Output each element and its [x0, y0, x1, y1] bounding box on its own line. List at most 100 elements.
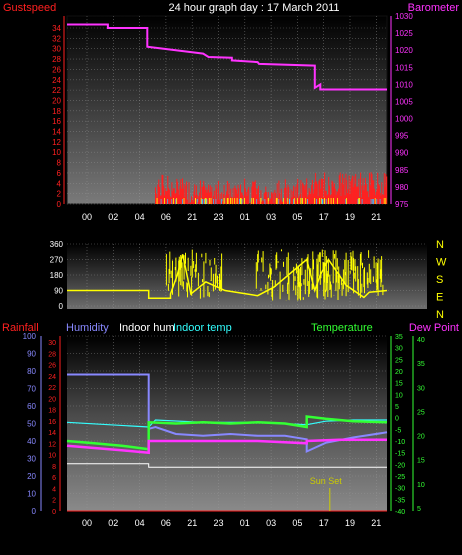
temp-tick-label: -30: [395, 486, 405, 493]
gust-tick-label: 10: [52, 148, 61, 157]
x-tick-label-bottom: 04: [135, 518, 145, 528]
humidity-tick-label: 90: [27, 350, 36, 359]
x-tick-label-top: 21: [187, 212, 197, 222]
temp-tick-label: -35: [395, 497, 405, 504]
baro-tick-label: 1020: [395, 46, 413, 55]
rain-tick-label: 14: [48, 430, 56, 437]
compass-label: S: [436, 274, 443, 286]
temperature-axis-label: Temperature: [311, 322, 373, 334]
dew-tick-label: 30: [417, 385, 425, 392]
rain-tick-label: 2: [52, 498, 56, 505]
barometer-series-line: [67, 23, 387, 91]
axes: 0000020204040606212123230101030305051717…: [23, 12, 447, 528]
x-tick-label-bottom: 21: [371, 518, 381, 528]
rainfall-axis-label: Rainfall: [2, 322, 39, 334]
direction-tick-label: 270: [50, 256, 64, 265]
humidity-tick-label: 50: [27, 420, 36, 429]
compass-label: N: [436, 239, 444, 251]
humidity-tick-label: 30: [27, 455, 36, 464]
temperature-series-line: [66, 415, 388, 451]
gust-tick-label: 12: [52, 138, 61, 147]
rain-tick-label: 6: [52, 475, 56, 482]
gust-tick-label: 0: [57, 200, 62, 209]
gust-tick-label: 16: [52, 117, 61, 126]
gust-tick-label: 18: [52, 107, 61, 116]
x-tick-label-bottom: 19: [345, 518, 355, 528]
x-tick-label-top: 21: [371, 212, 381, 222]
x-tick-label-top: 06: [161, 212, 171, 222]
humidity-tick-label: 10: [27, 490, 36, 499]
rain-tick-label: 10: [48, 453, 56, 460]
temp-tick-label: 20: [395, 369, 403, 376]
humidity-axis-label: Humidity: [66, 322, 109, 334]
baro-tick-label: 980: [395, 183, 409, 192]
temp-tick-label: 0: [395, 416, 399, 423]
wind-direction-spikes: [165, 249, 384, 301]
baro-tick-label: 975: [395, 200, 409, 209]
indoor-hum-series-line: [67, 463, 387, 468]
x-tick-label-bottom: 17: [319, 518, 329, 528]
x-tick-label-top: 23: [213, 212, 223, 222]
temp-tick-label: -10: [395, 439, 405, 446]
temp-tick-label: 5: [395, 404, 399, 411]
rain-tick-label: 4: [52, 486, 56, 493]
baro-tick-label: 1015: [395, 63, 413, 72]
gust-tick-label: 8: [57, 159, 62, 168]
baro-tick-label: 1025: [395, 29, 413, 38]
baro-tick-label: 1010: [395, 80, 413, 89]
gust-tick-label: 22: [52, 86, 61, 95]
x-tick-label-bottom: 23: [213, 518, 223, 528]
dew-tick-label: 20: [417, 434, 425, 441]
gust-tick-label: 14: [52, 128, 61, 137]
baro-tick-label: 1000: [395, 115, 413, 124]
compass-label: E: [436, 292, 443, 304]
gust-tick-label: 28: [52, 55, 61, 64]
dew-tick-label: 15: [417, 458, 425, 465]
direction-tick-label: 180: [50, 271, 64, 280]
gustspeed-series: [155, 172, 388, 204]
x-tick-label-top: 19: [345, 212, 355, 222]
gust-tick-label: 2: [57, 190, 62, 199]
data-series: Sun Set: [66, 23, 388, 512]
humidity-tick-label: 20: [27, 472, 36, 481]
dew-tick-label: 10: [417, 482, 425, 489]
indoor-hum-label: Indoor hum: [119, 322, 175, 334]
humidity-tick-label: 100: [23, 332, 37, 341]
temp-tick-label: 35: [395, 334, 403, 341]
dew-tick-label: 40: [417, 337, 425, 344]
chart-title: 24 hour graph day : 17 March 2011: [168, 2, 339, 14]
rain-tick-label: 30: [48, 340, 56, 347]
x-tick-label-bottom: 05: [292, 518, 302, 528]
dew-tick-label: 5: [417, 506, 421, 513]
rain-tick-label: 22: [48, 385, 56, 392]
rain-tick-label: 18: [48, 408, 56, 415]
rain-tick-label: 20: [48, 396, 56, 403]
temp-tick-label: -20: [395, 462, 405, 469]
temp-tick-label: -25: [395, 474, 405, 481]
dew-tick-label: 25: [417, 409, 425, 416]
dew-point-series-line: [66, 438, 387, 455]
rain-tick-label: 26: [48, 363, 56, 370]
gust-tick-label: 32: [52, 34, 61, 43]
temp-tick-label: -5: [395, 427, 401, 434]
direction-tick-label: 360: [50, 240, 64, 249]
x-tick-label-top: 03: [266, 212, 276, 222]
rain-tick-label: 12: [48, 441, 56, 448]
temp-tick-label: 15: [395, 381, 403, 388]
temp-tick-label: -40: [395, 509, 405, 516]
temp-tick-label: 25: [395, 357, 403, 364]
x-tick-label-bottom: 01: [240, 518, 250, 528]
humidity-tick-label: 70: [27, 385, 36, 394]
gustspeed-axis-label: Gustspeed: [3, 2, 56, 14]
compass-label: N: [436, 309, 444, 321]
baro-tick-label: 1030: [395, 12, 413, 21]
temp-tick-label: 10: [395, 392, 403, 399]
x-tick-label-top: 00: [82, 212, 92, 222]
x-tick-label-top: 04: [135, 212, 145, 222]
direction-tick-label: 0: [59, 302, 64, 311]
x-tick-label-bottom: 21: [187, 518, 197, 528]
gust-tick-label: 6: [57, 169, 62, 178]
compass-label: W: [436, 257, 447, 269]
humidity-tick-label: 80: [27, 367, 36, 376]
